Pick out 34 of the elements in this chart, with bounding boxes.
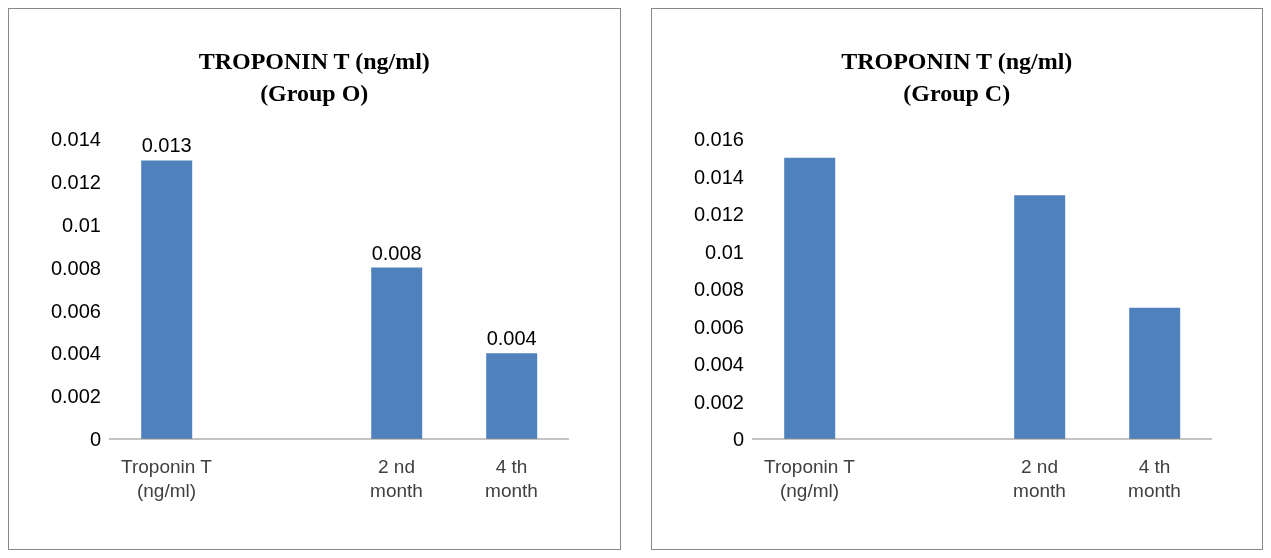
data-label: 0.013: [141, 134, 192, 157]
y-tick-label: 0.014: [50, 128, 101, 151]
bar: [1013, 195, 1065, 439]
y-tick-label: 0.01: [704, 240, 744, 263]
bar: [783, 157, 835, 439]
chart-title: TROPONIN T (ng/ml) (Group O): [197, 47, 431, 108]
y-tick-label: 0.01: [62, 213, 101, 236]
y-tick-label: 0.006: [693, 315, 744, 338]
y-tick-label: 0: [89, 428, 101, 451]
y-tick-label: 0.014: [693, 165, 744, 188]
y-tick-label: 0.006: [50, 299, 101, 322]
y-tick-label: 0.016: [693, 128, 744, 151]
y-tick-label: 0.002: [693, 390, 744, 413]
y-tick-label: 0.002: [50, 385, 101, 408]
y-tick-label: 0.012: [693, 203, 744, 226]
x-tick-label: 4 th month: [485, 456, 538, 501]
x-tick-label: Troponin T (ng/ml): [763, 456, 855, 501]
chart-title: TROPONIN T (ng/ml) (Group C): [840, 47, 1074, 108]
x-tick-label: Troponin T (ng/ml): [121, 456, 213, 501]
data-label: 0.004: [486, 327, 537, 350]
bar: [371, 267, 423, 439]
y-tick-label: 0.008: [693, 278, 744, 301]
y-tick-label: 0.004: [50, 342, 101, 365]
x-tick-label: 2 nd month: [370, 456, 423, 501]
bar: [1128, 307, 1180, 439]
y-tick-label: 0: [732, 428, 744, 451]
data-label: 0.008: [371, 241, 422, 264]
bar: [486, 353, 538, 439]
y-tick-label: 0.004: [693, 353, 744, 376]
x-tick-label: 2 nd month: [1012, 456, 1066, 501]
y-tick-label: 0.012: [50, 170, 101, 193]
y-tick-label: 0.008: [50, 256, 101, 279]
bar: [141, 160, 193, 439]
x-tick-label: 4 th month: [1127, 456, 1181, 501]
